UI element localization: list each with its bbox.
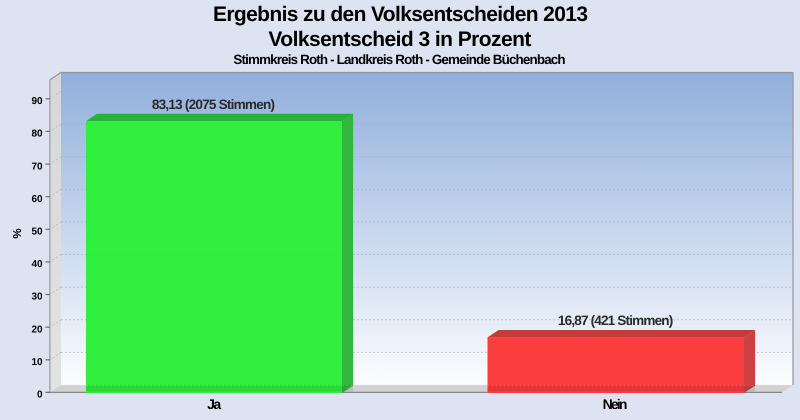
svg-text:16,87 (421 Stimmen): 16,87 (421 Stimmen) — [558, 313, 673, 328]
svg-text:Ja: Ja — [207, 396, 221, 412]
svg-text:80: 80 — [31, 129, 43, 140]
svg-text:50: 50 — [31, 227, 43, 238]
svg-text:40: 40 — [31, 259, 43, 270]
svg-text:83,13 (2075 Stimmen): 83,13 (2075 Stimmen) — [152, 97, 275, 112]
svg-text:0: 0 — [37, 390, 43, 401]
svg-text:90: 90 — [31, 96, 43, 107]
svg-text:Nein: Nein — [603, 396, 628, 412]
svg-text:30: 30 — [31, 292, 43, 303]
svg-text:Stimmkreis Roth - Landkreis Ro: Stimmkreis Roth - Landkreis Roth - Gemei… — [233, 52, 565, 67]
svg-text:%: % — [12, 228, 24, 238]
svg-text:20: 20 — [31, 324, 43, 335]
svg-text:10: 10 — [31, 357, 43, 368]
svg-text:60: 60 — [31, 194, 43, 205]
svg-text:Ergebnis zu den Volksentscheid: Ergebnis zu den Volksentscheiden 2013 — [213, 3, 588, 26]
svg-text:70: 70 — [31, 161, 43, 172]
svg-text:Volksentscheid 3 in Prozent: Volksentscheid 3 in Prozent — [268, 28, 531, 51]
